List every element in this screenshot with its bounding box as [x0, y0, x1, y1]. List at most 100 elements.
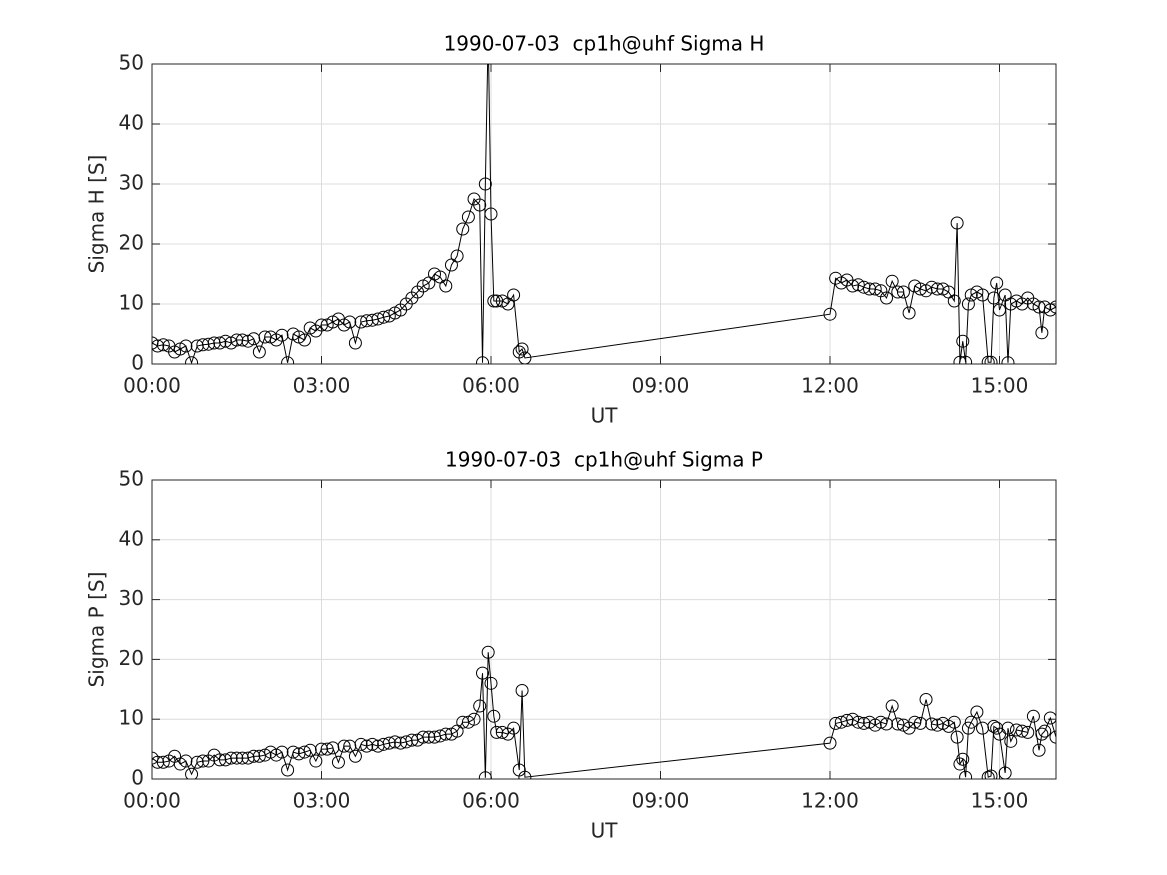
data-marker [1015, 724, 1029, 738]
data-line [152, 652, 1056, 778]
data-marker [891, 285, 905, 299]
x-tick-label: 09:00 [632, 374, 690, 398]
data-marker [152, 755, 165, 769]
axes-frame [151, 63, 1057, 365]
data-marker [1001, 721, 1015, 735]
y-tick-label: 30 [119, 586, 144, 610]
data-marker [450, 249, 464, 263]
data-marker [218, 334, 232, 348]
data-marker [950, 730, 964, 744]
data-marker [990, 276, 1004, 290]
data-marker [476, 666, 490, 680]
data-marker [959, 770, 973, 779]
plot-area [152, 645, 1056, 779]
data-marker [487, 294, 501, 308]
data-marker [348, 336, 362, 350]
data-marker [961, 297, 975, 311]
data-marker [1049, 300, 1056, 314]
data-marker [230, 751, 244, 765]
data-marker [484, 676, 498, 690]
data-marker [487, 709, 501, 723]
data-marker [179, 754, 193, 768]
data-marker [416, 730, 430, 744]
data-marker [388, 735, 402, 749]
data-marker [422, 730, 436, 744]
data-marker [331, 755, 345, 769]
data-marker [950, 216, 964, 230]
x-tick-label: 15:00 [971, 374, 1029, 398]
data-marker [908, 715, 922, 729]
data-marker [456, 222, 470, 236]
data-marker [993, 303, 1006, 317]
y-tick-label: 30 [119, 171, 144, 195]
data-marker [518, 770, 532, 779]
data-marker [252, 749, 266, 763]
data-marker [990, 721, 1004, 735]
data-marker [961, 721, 975, 735]
x-tick-label: 03:00 [293, 789, 351, 813]
data-marker [930, 718, 944, 732]
data-marker [851, 715, 865, 729]
data-marker [1001, 356, 1015, 364]
data-marker [281, 356, 295, 364]
data-marker [202, 337, 215, 351]
data-marker [919, 692, 933, 706]
y-tick-label: 20 [119, 231, 144, 255]
x-tick-label: 03:00 [293, 374, 351, 398]
y-tick-label: 40 [119, 526, 144, 550]
data-marker [213, 336, 227, 350]
data-marker [286, 745, 300, 759]
data-marker [507, 721, 521, 735]
y-tick-label: 10 [119, 291, 144, 315]
data-marker [343, 315, 357, 329]
x-axis-label: UT [591, 819, 619, 843]
data-marker [981, 355, 995, 364]
y-axis-label: Sigma P [S] [85, 572, 109, 688]
data-marker [964, 715, 978, 729]
data-marker [476, 356, 490, 364]
data-marker [185, 356, 199, 364]
data-marker [152, 751, 159, 765]
data-marker [156, 338, 170, 352]
data-marker [1026, 709, 1040, 723]
data-marker [185, 767, 199, 779]
data-marker [868, 282, 882, 296]
data-marker [515, 342, 529, 356]
data-marker [1043, 711, 1056, 725]
data-marker [959, 355, 973, 364]
data-marker [382, 736, 396, 750]
y-tick-label: 0 [131, 766, 144, 790]
data-marker [1038, 724, 1052, 738]
data-marker [224, 751, 238, 765]
data-marker [880, 291, 893, 305]
data-marker [230, 333, 244, 347]
data-marker [298, 333, 312, 347]
data-marker [953, 355, 967, 364]
data-marker [179, 339, 193, 353]
data-marker [984, 769, 998, 779]
x-axis-label: UT [591, 404, 619, 428]
data-marker [947, 715, 961, 729]
data-marker [891, 717, 905, 731]
data-marker [247, 749, 261, 763]
data-marker [196, 754, 210, 768]
data-marker [984, 355, 998, 364]
data-marker [1032, 743, 1046, 757]
data-marker [473, 699, 487, 713]
chart-title: 1990-07-03 cp1h@uhf Sigma H [444, 32, 765, 56]
data-marker [1004, 734, 1018, 748]
y-tick-label: 50 [119, 467, 144, 491]
y-tick-label: 40 [119, 111, 144, 135]
y-tick-label: 50 [119, 51, 144, 75]
data-marker [880, 717, 893, 731]
y-tick-label: 20 [119, 646, 144, 670]
data-marker [473, 198, 487, 212]
data-marker [275, 745, 289, 759]
data-marker [377, 310, 391, 324]
data-marker [970, 705, 984, 719]
axes-frame [151, 479, 1057, 780]
data-marker [956, 334, 970, 348]
y-axis-label: Sigma H [S] [85, 155, 109, 274]
